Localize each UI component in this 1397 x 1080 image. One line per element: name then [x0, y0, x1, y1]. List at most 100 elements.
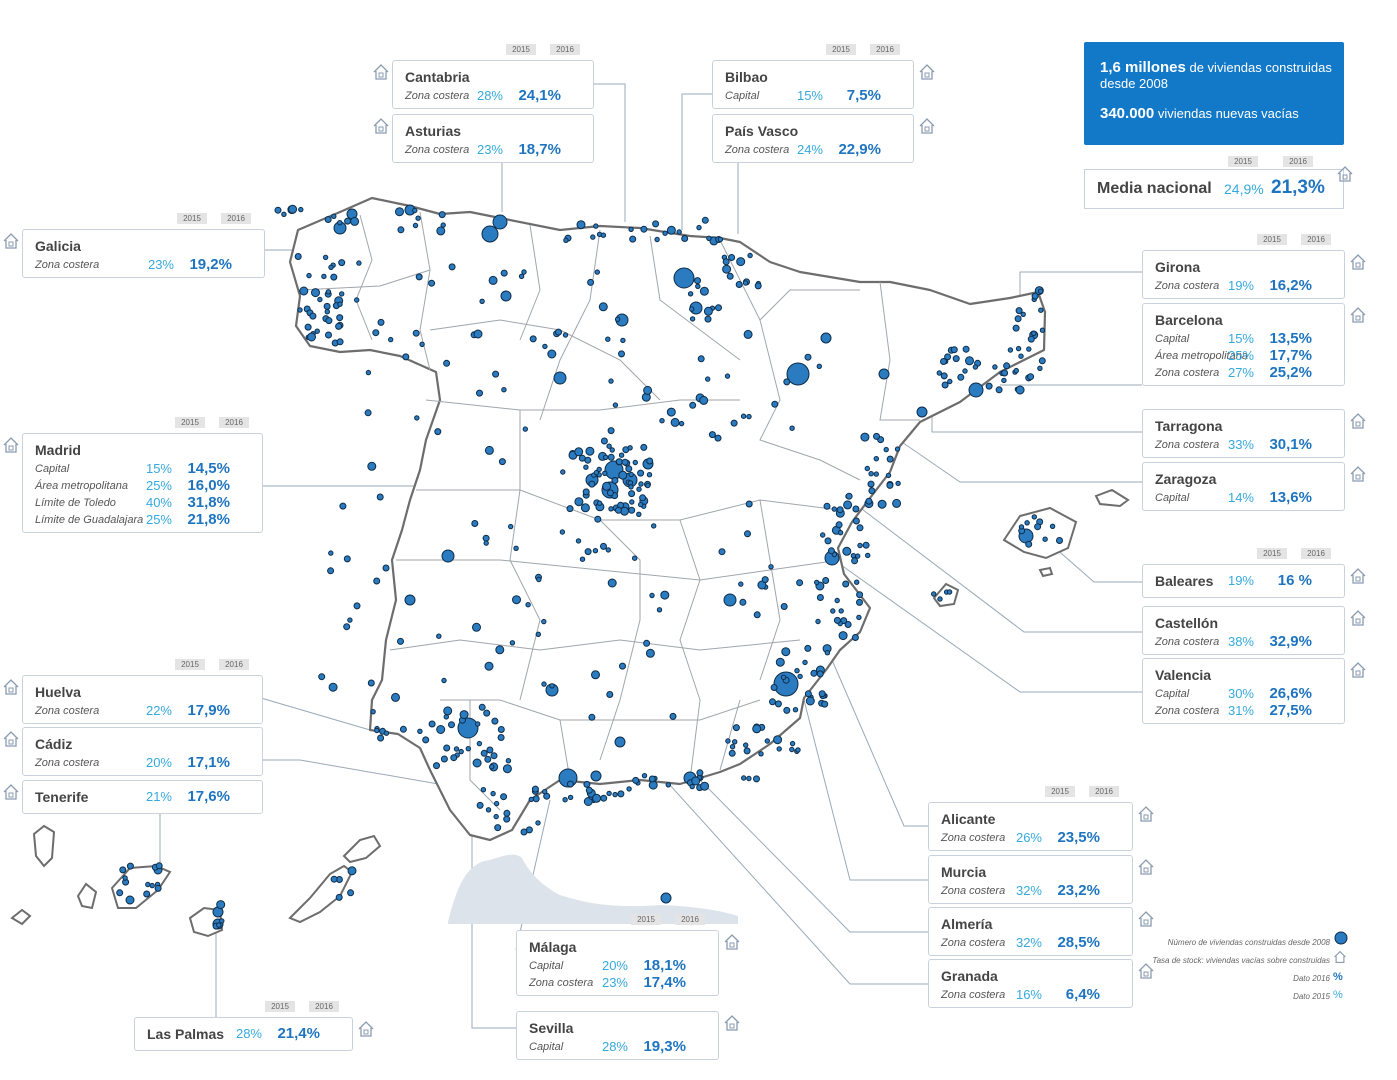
construction-dot — [500, 290, 512, 302]
construction-dot — [606, 790, 612, 797]
construction-dot — [525, 602, 531, 608]
construction-dot — [372, 329, 380, 337]
construction-dot — [587, 278, 595, 286]
construction-dot — [625, 465, 633, 473]
construction-dot — [736, 257, 746, 267]
construction-dot — [962, 345, 970, 353]
construction-dot — [436, 633, 442, 639]
construction-dot — [391, 692, 400, 702]
construction-dot — [946, 589, 953, 595]
construction-dot — [937, 596, 943, 602]
construction-dot — [636, 511, 642, 517]
region-name: Castellón — [1155, 615, 1219, 631]
construction-dot — [608, 378, 614, 384]
construction-dot — [1034, 523, 1042, 531]
construction-dot — [590, 234, 596, 240]
year-tag-2015: 2015 — [175, 659, 205, 670]
region-row: Límite de Guadalajara 25% 21,8% — [35, 511, 230, 529]
construction-dot — [746, 413, 752, 420]
legend-2015: Dato 2015 — [1293, 992, 1330, 1001]
row-label: Zona costera — [405, 144, 470, 156]
construction-dot — [479, 298, 485, 304]
region-row: Zona costera 16% 6,4% — [941, 986, 1100, 1004]
construction-dot — [324, 216, 332, 223]
construction-dot — [593, 223, 599, 229]
construction-dot — [336, 314, 344, 322]
house-icon — [1349, 412, 1367, 430]
value-2016: 16 % — [1277, 572, 1312, 589]
construction-dot — [1015, 385, 1025, 395]
construction-dot — [476, 740, 483, 747]
region-row: Capital 15% 14,5% — [35, 460, 230, 478]
region-name: Bilbao — [725, 69, 768, 85]
construction-dot — [614, 506, 622, 514]
construction-dot — [621, 458, 629, 466]
construction-dot — [758, 751, 764, 757]
row-label: Zona costera — [35, 705, 100, 717]
construction-dot — [1013, 367, 1019, 374]
construction-dot — [484, 445, 494, 455]
construction-dot — [414, 415, 420, 421]
construction-dot — [780, 603, 788, 610]
construction-dot — [370, 709, 376, 715]
construction-dot — [563, 237, 569, 244]
construction-dot — [512, 595, 521, 605]
construction-dot — [632, 776, 640, 784]
value-2015: 38% — [1227, 634, 1254, 649]
row-label: Zona costera — [1155, 367, 1220, 379]
row-label: Zona costera — [941, 832, 1006, 844]
construction-dot — [216, 900, 226, 910]
construction-dot — [972, 364, 979, 370]
construction-dot — [304, 323, 312, 331]
construction-dot — [818, 690, 826, 698]
construction-dot — [865, 497, 873, 505]
construction-dot — [374, 727, 380, 734]
construction-dot — [952, 355, 960, 363]
value-2015: 25% — [145, 478, 172, 493]
construction-dot — [743, 742, 749, 748]
construction-dot — [618, 452, 625, 458]
construction-dot — [600, 437, 608, 445]
construction-dot — [448, 721, 455, 729]
construction-dot — [706, 235, 712, 242]
house-icon — [2, 730, 20, 748]
construction-dot — [297, 307, 303, 313]
construction-dot — [632, 459, 638, 466]
construction-dot — [632, 555, 638, 561]
construction-dot — [732, 739, 738, 745]
construction-dot — [536, 576, 542, 583]
construction-dot — [754, 282, 762, 290]
construction-dot — [590, 770, 602, 782]
row-label: Zona costera — [1155, 280, 1220, 292]
construction-dot — [274, 206, 282, 214]
national-2015: 24,9% — [1224, 181, 1264, 197]
construction-dot — [783, 706, 791, 714]
house-icon — [1137, 962, 1155, 980]
construction-dot — [476, 801, 484, 809]
row-label: Capital — [1155, 333, 1190, 345]
construction-dot — [505, 758, 512, 764]
construction-dot — [868, 471, 874, 477]
construction-dot — [365, 369, 372, 376]
construction-dot — [864, 465, 870, 472]
construction-dot — [681, 235, 689, 242]
construction-dot — [730, 419, 738, 427]
construction-dot — [844, 621, 852, 628]
construction-dot — [1015, 345, 1022, 352]
house-icon — [918, 63, 936, 81]
value-2016: 13,6% — [1269, 489, 1312, 506]
region-row: Zona costera 33% 30,1% — [1155, 436, 1312, 454]
construction-dot — [770, 684, 778, 691]
value-2015: 23% — [476, 142, 503, 157]
construction-dot — [745, 500, 753, 508]
region-card-granada: Granada Zona costera 16% 6,4% — [928, 959, 1133, 1008]
construction-dot — [1031, 292, 1039, 300]
construction-dot — [816, 363, 822, 369]
construction-dot — [851, 557, 859, 565]
region-name: Sevilla — [529, 1020, 574, 1036]
region-row: Zona costera 24% 22,9% — [725, 141, 881, 159]
construction-dot — [606, 489, 614, 497]
value-2016: 17,6% — [187, 788, 230, 805]
construction-dot — [500, 793, 508, 801]
construction-dot — [465, 746, 471, 752]
